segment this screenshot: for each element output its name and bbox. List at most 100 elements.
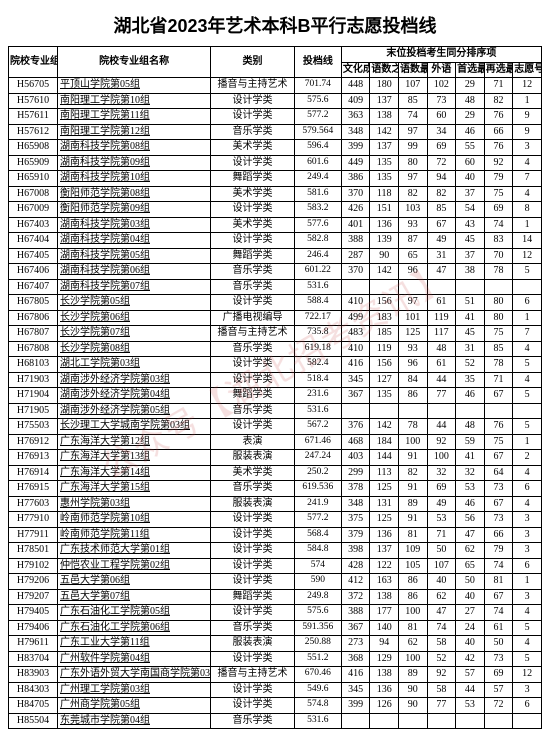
cell: 142 — [370, 264, 399, 280]
cell: 3 — [513, 682, 542, 698]
cell: 54 — [456, 202, 485, 218]
cell: 湖南科技学院第08组 — [58, 140, 211, 156]
table-row: H78501广东技术师范大学第01组设计学类584.83981371095062… — [9, 543, 542, 559]
cell: 48 — [456, 419, 485, 435]
cell: 71 — [484, 78, 513, 94]
cell: 287 — [341, 248, 370, 264]
cell: 惠州学院第03组 — [58, 496, 211, 512]
cell: H76913 — [9, 450, 58, 466]
cell: 78 — [484, 357, 513, 373]
table-row: H83704广州软件学院第04组设计学类551.2368129100524273… — [9, 651, 542, 667]
cell: H65909 — [9, 155, 58, 171]
cell: 东莞城市学院第04组 — [58, 713, 211, 729]
cell: 62 — [398, 636, 427, 652]
cell: 483 — [341, 326, 370, 342]
cell: 4 — [513, 155, 542, 171]
cell: 设计学类 — [211, 295, 295, 311]
cell: H84303 — [9, 682, 58, 698]
cell: 53 — [456, 481, 485, 497]
table-row: H79405广东石油化工学院第05组设计学类575.63881771004727… — [9, 605, 542, 621]
cell: 83 — [484, 233, 513, 249]
cell: 61 — [427, 295, 456, 311]
cell: 127 — [370, 372, 399, 388]
cell: 89 — [398, 667, 427, 683]
cell: 广州理工学院第03组 — [58, 682, 211, 698]
cell: 82 — [484, 93, 513, 109]
cell: 77 — [427, 388, 456, 404]
cell: H67407 — [9, 279, 58, 295]
cell: 岭南师范学院第11组 — [58, 527, 211, 543]
cell: 91 — [398, 450, 427, 466]
cell: H76915 — [9, 481, 58, 497]
cell: 76 — [484, 140, 513, 156]
cell: 531.6 — [294, 279, 341, 295]
cell: H57611 — [9, 109, 58, 125]
th-s5: 首选最高 — [456, 62, 485, 78]
cell: 137 — [370, 140, 399, 156]
cell: 73 — [484, 651, 513, 667]
cell: 601.22 — [294, 264, 341, 280]
cell: 设计学类 — [211, 543, 295, 559]
cell: 播音与主持艺术 — [211, 78, 295, 94]
cell: 96 — [398, 357, 427, 373]
cell: 62 — [456, 543, 485, 559]
cell: H75503 — [9, 419, 58, 435]
table-row: H71903湖南涉外经济学院第03组设计学类518.43451278444357… — [9, 372, 542, 388]
cell: 367 — [341, 388, 370, 404]
cell: 109 — [398, 543, 427, 559]
cell: 44 — [427, 372, 456, 388]
cell: 73 — [484, 481, 513, 497]
cell: 5 — [513, 620, 542, 636]
cell: 100 — [398, 605, 427, 621]
cell: 仲恺农业工程学院第02组 — [58, 558, 211, 574]
cell: 50 — [427, 543, 456, 559]
cell: 403 — [341, 450, 370, 466]
cell: 102 — [427, 78, 456, 94]
cell: 41 — [456, 450, 485, 466]
cell: 1 — [513, 574, 542, 590]
cell: 62 — [427, 589, 456, 605]
cell: 广东海洋大学第14组 — [58, 465, 211, 481]
cell: 61 — [427, 357, 456, 373]
cell: 音乐学类 — [211, 279, 295, 295]
cell: 湖南科技学院第09组 — [58, 155, 211, 171]
cell: 107 — [398, 78, 427, 94]
cell: 7 — [513, 326, 542, 342]
cell: 1 — [513, 434, 542, 450]
cell: H71903 — [9, 372, 58, 388]
cell: 90 — [398, 682, 427, 698]
table-row: H79207五邑大学第07组舞蹈学类249.8372138866240673 — [9, 589, 542, 605]
cell: 南阳理工学院第12组 — [58, 124, 211, 140]
cell: 广东海洋大学第13组 — [58, 450, 211, 466]
cell: 363 — [341, 109, 370, 125]
cell: 249.8 — [294, 589, 341, 605]
cell: 湖南涉外经济学院第03组 — [58, 372, 211, 388]
cell: 601.6 — [294, 155, 341, 171]
cell: 广播电视编导 — [211, 310, 295, 326]
cell: 135 — [370, 171, 399, 187]
cell: 80 — [398, 155, 427, 171]
cell: 388 — [341, 605, 370, 621]
cell: 长沙学院第08组 — [58, 341, 211, 357]
table-row: H65909湖南科技学院第09组设计学类601.6449135807260924 — [9, 155, 542, 171]
cell: 舞蹈学类 — [211, 388, 295, 404]
cell — [513, 403, 542, 419]
cell: 服装表演 — [211, 636, 295, 652]
table-row: H71904湖南涉外经济学院第04组舞蹈学类231.63671358677466… — [9, 388, 542, 404]
cell: 79 — [484, 543, 513, 559]
cell: 671.46 — [294, 434, 341, 450]
cell: 590 — [294, 574, 341, 590]
table-body: H56705平顶山学院第05组播音与主持艺术701.74448180107102… — [9, 78, 542, 729]
cell: 582.8 — [294, 233, 341, 249]
cell: 1 — [513, 93, 542, 109]
cell: 4 — [513, 186, 542, 202]
table-row: H67808长沙学院第08组音乐学类619.18410119934831854 — [9, 341, 542, 357]
cell: 65 — [398, 248, 427, 264]
table-row: H65908湖南科技学院第08组美术学类596.4399137996955763 — [9, 140, 542, 156]
cell: 51 — [456, 295, 485, 311]
cell: 64 — [484, 465, 513, 481]
cell: 409 — [341, 93, 370, 109]
cell: 舞蹈学类 — [211, 171, 295, 187]
cell: 4 — [513, 496, 542, 512]
cell: 735.8 — [294, 326, 341, 342]
